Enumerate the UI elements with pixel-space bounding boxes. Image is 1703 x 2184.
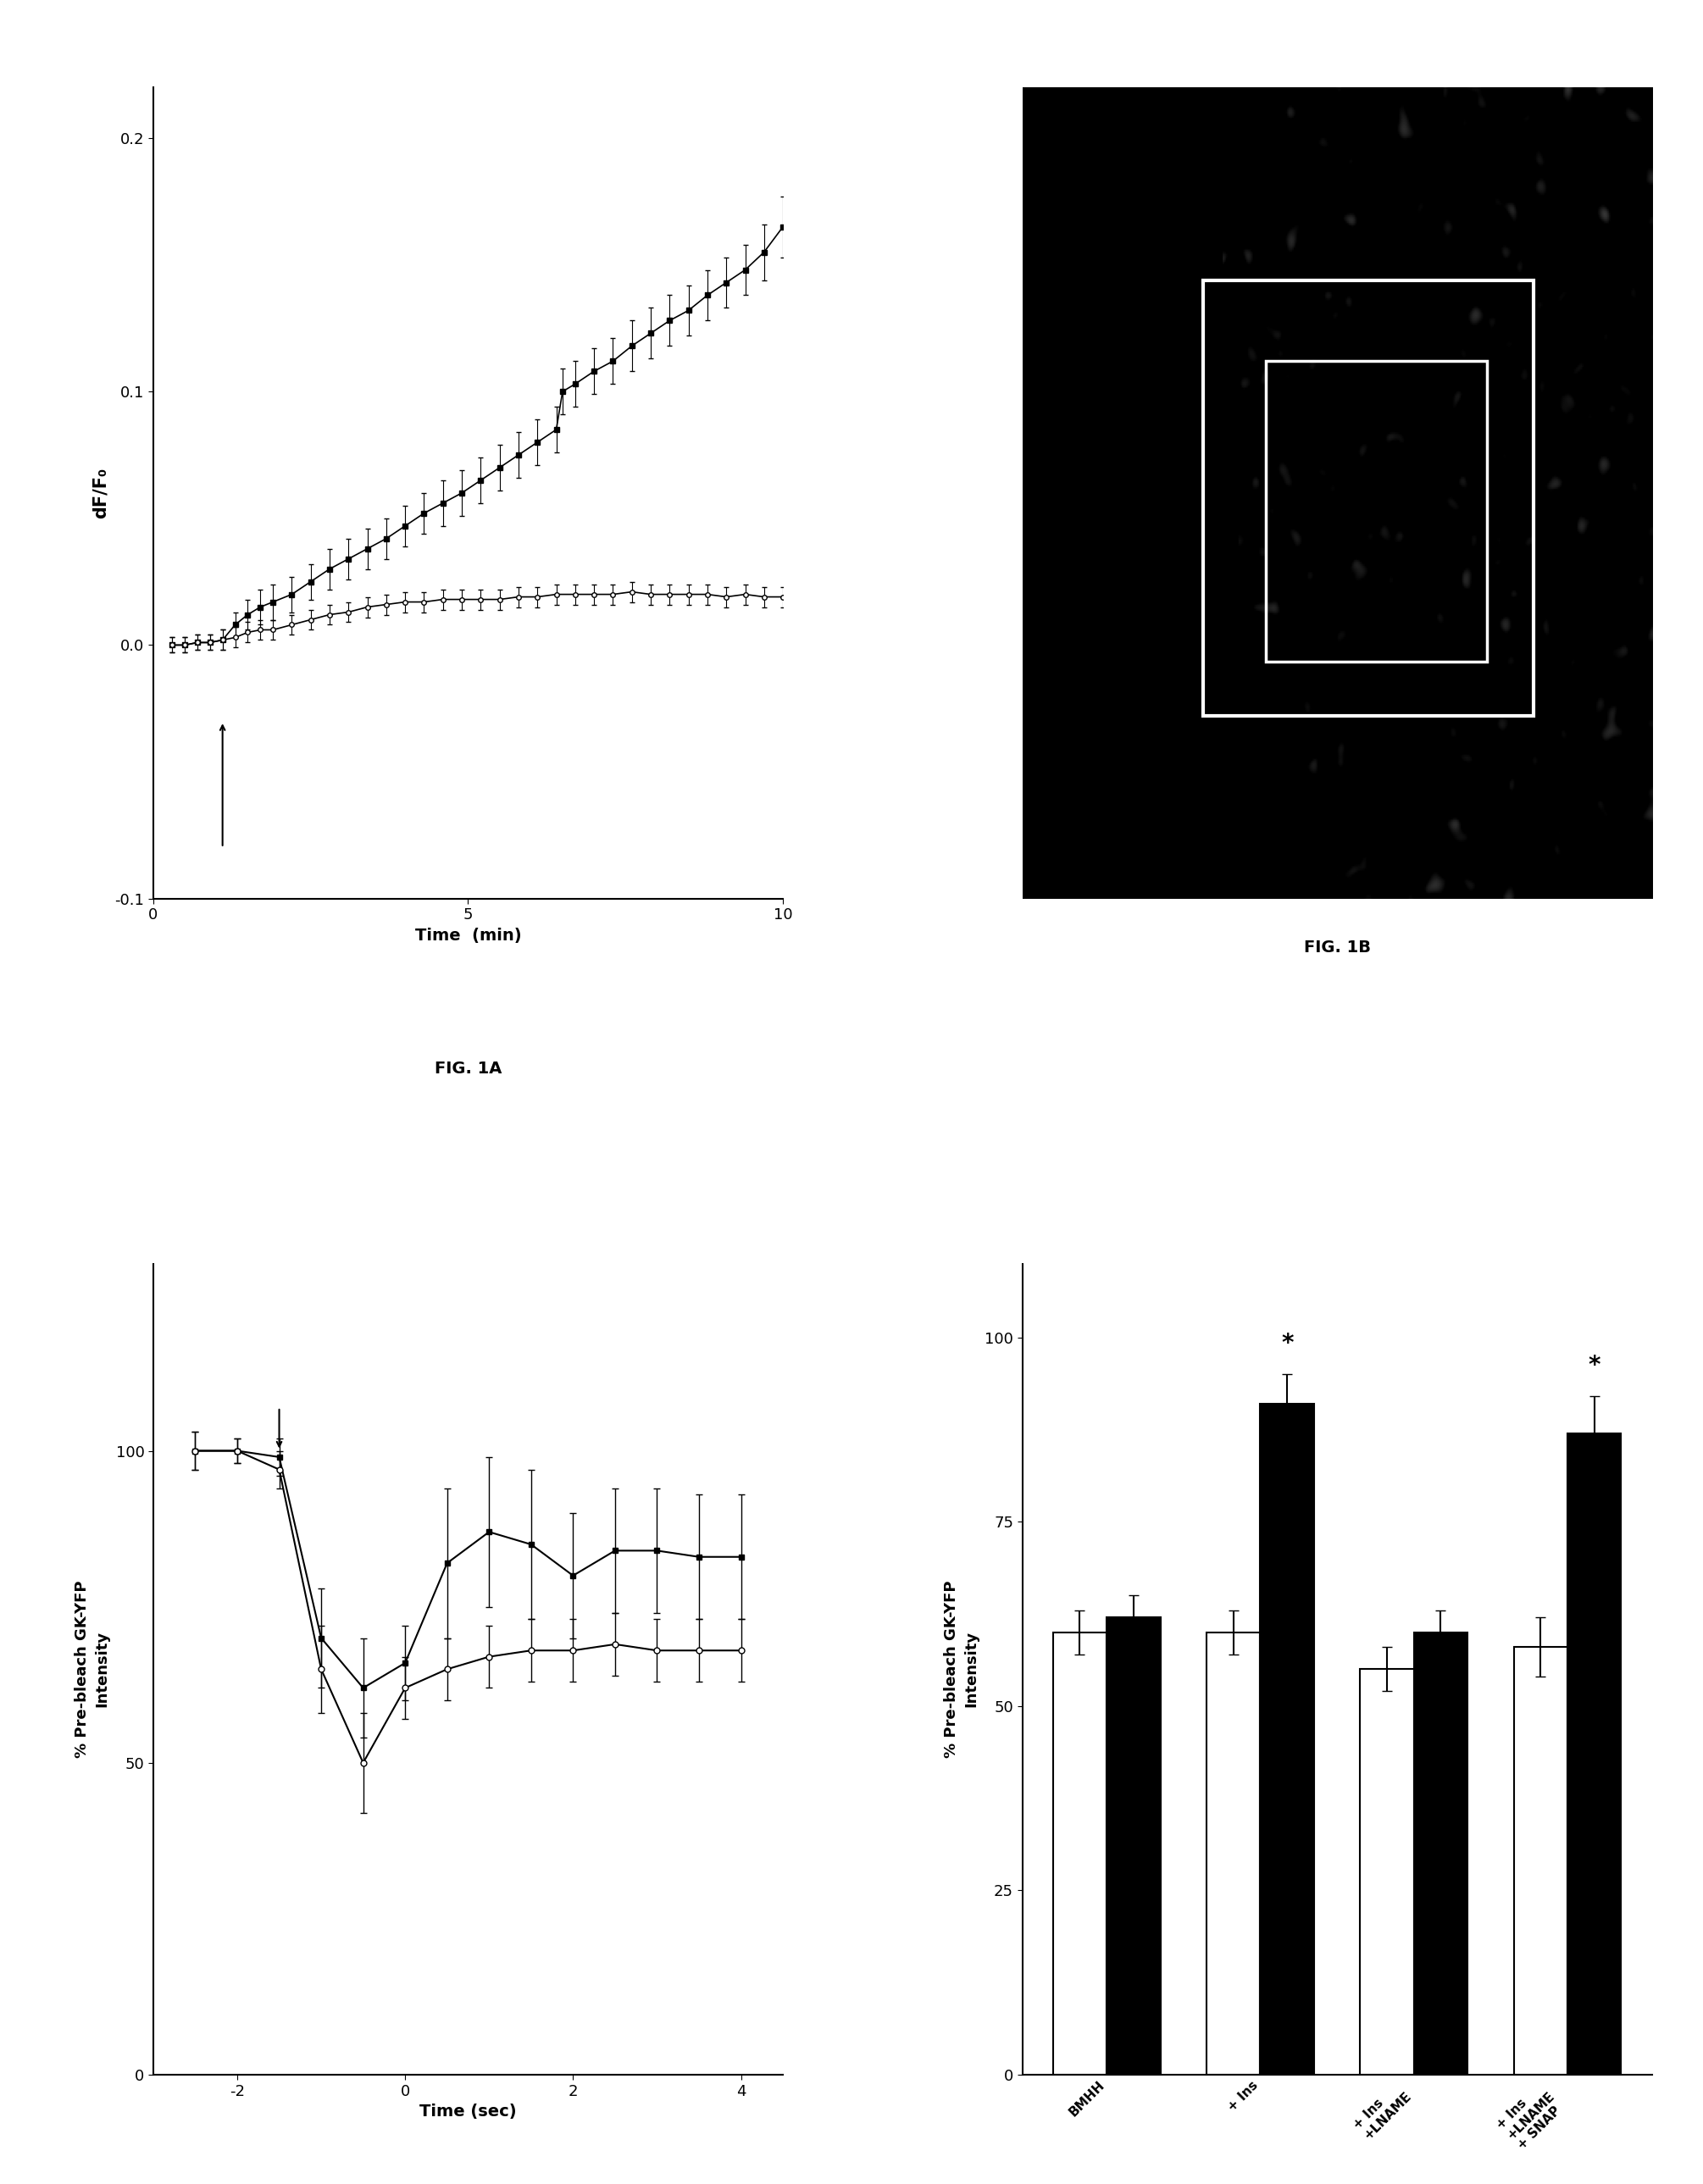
Bar [1204,280,1534,716]
Bar [1260,1404,1315,2075]
Bar [1052,1631,1107,2075]
Text: FIG. 1A: FIG. 1A [434,1061,502,1077]
Bar [1361,1669,1413,2075]
Y-axis label: dF/F₀: dF/F₀ [92,467,109,518]
Bar [1206,1631,1260,2075]
Bar [1107,1618,1160,2075]
Text: FIG. 1B: FIG. 1B [1303,939,1371,954]
X-axis label: Time (sec): Time (sec) [419,2103,516,2121]
Bar [1413,1631,1468,2075]
Y-axis label: % Pre-bleach GK-YFP
Intensity: % Pre-bleach GK-YFP Intensity [75,1581,111,1758]
Text: *: * [1281,1332,1293,1356]
Y-axis label: % Pre-bleach GK-YFP
Intensity: % Pre-bleach GK-YFP Intensity [943,1581,979,1758]
Bar [1514,1647,1567,2075]
Bar [1567,1433,1621,2075]
Text: *: * [1589,1354,1601,1378]
X-axis label: Time  (min): Time (min) [416,928,521,943]
Bar [1267,360,1487,662]
